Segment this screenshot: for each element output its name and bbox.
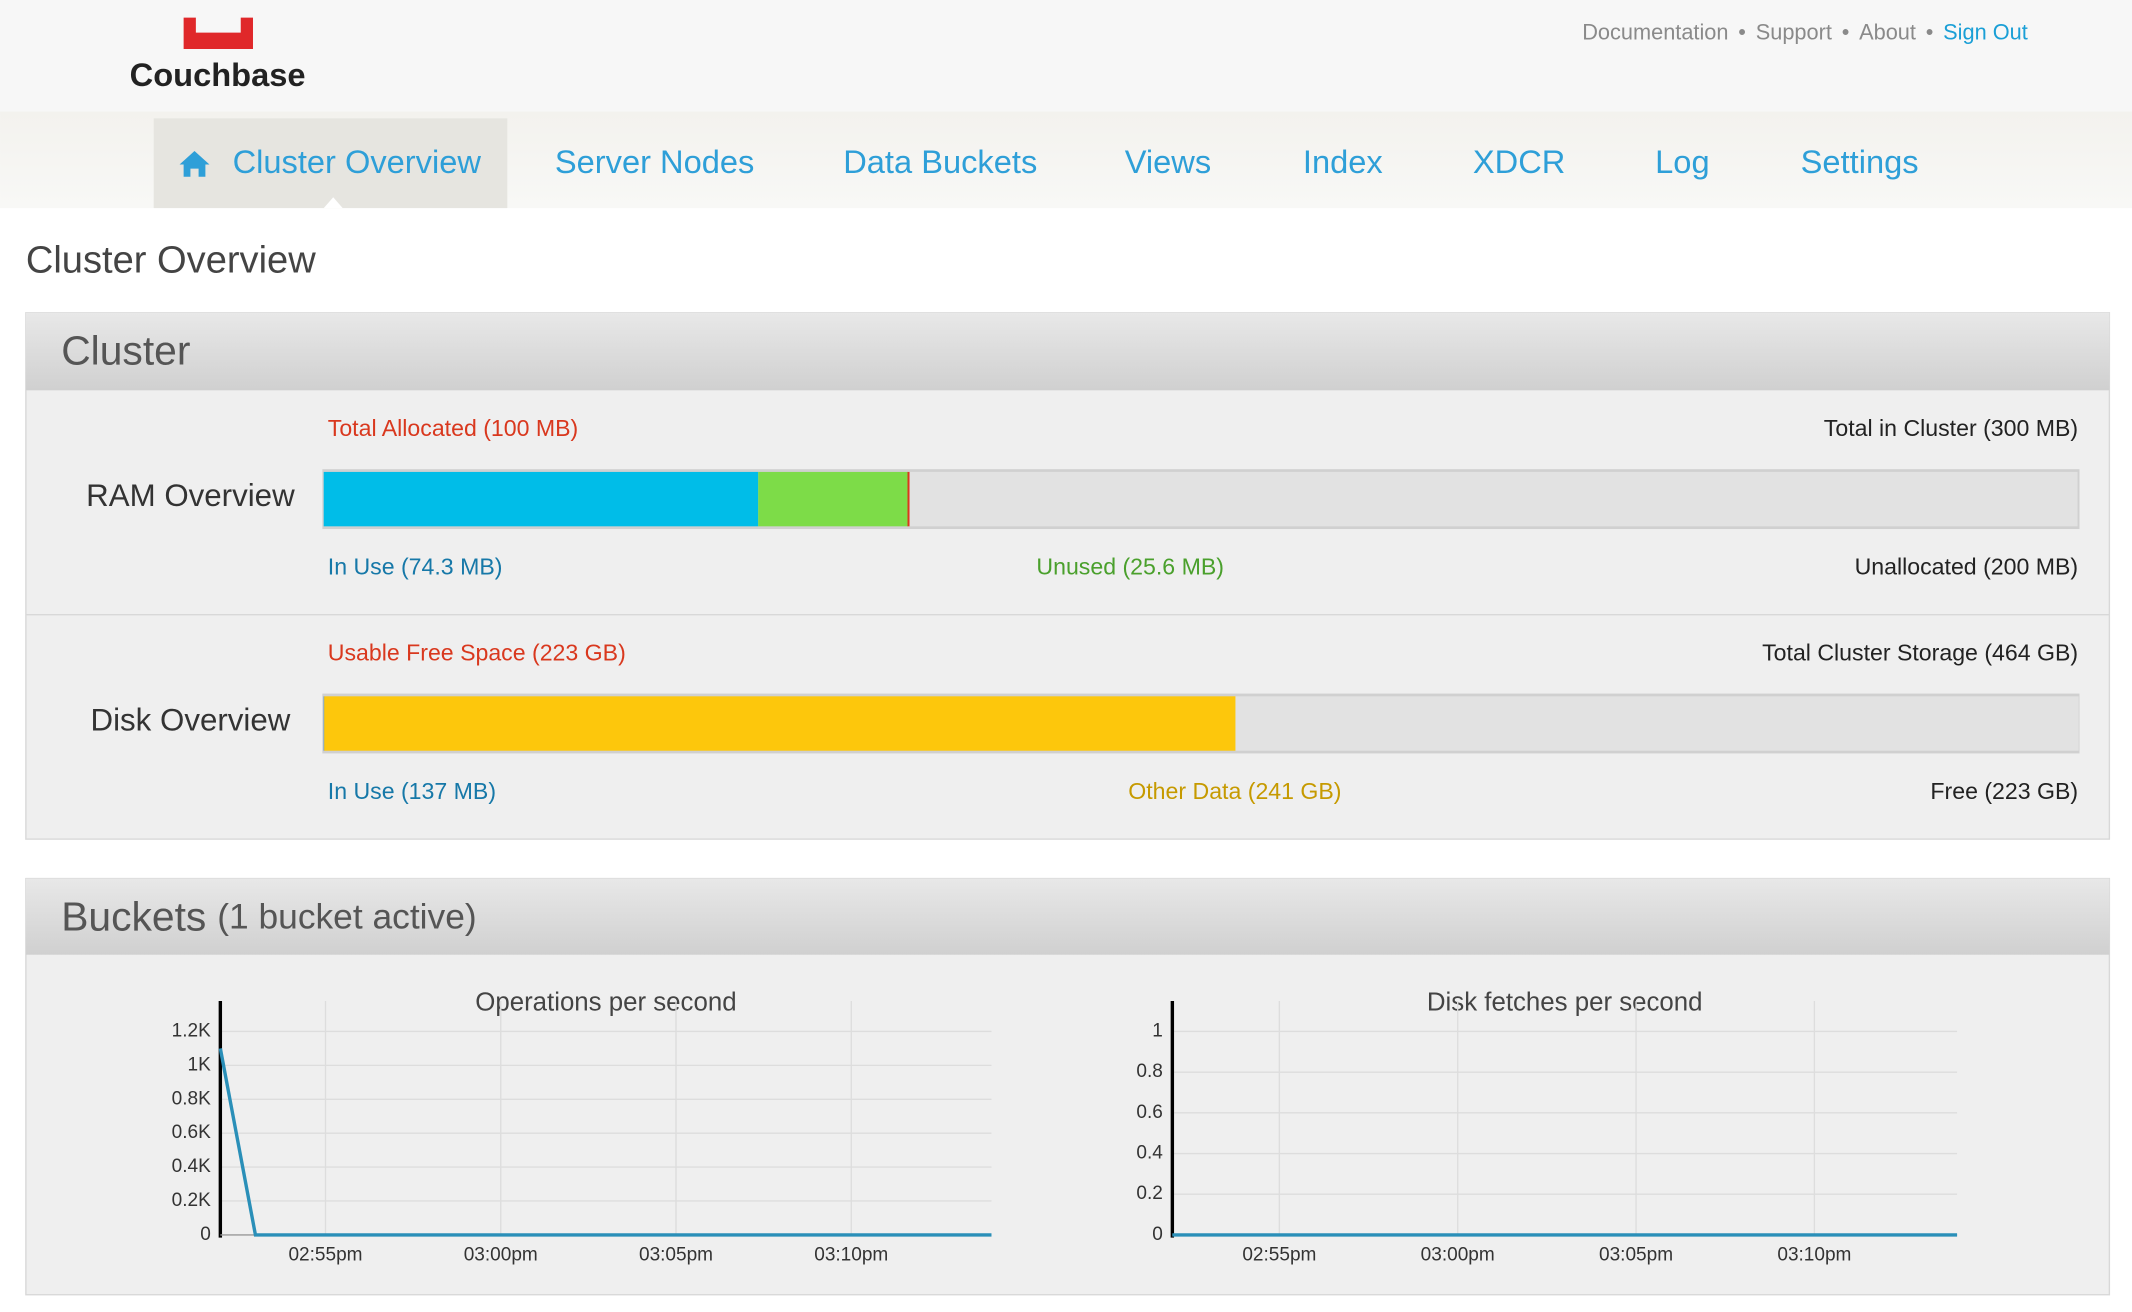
x-tick-label: 03:10pm bbox=[814, 1244, 888, 1265]
y-tick-label: 0.8K bbox=[172, 1088, 211, 1109]
nav-item[interactable]: Data Buckets bbox=[843, 143, 1037, 180]
separator: • bbox=[1842, 20, 1850, 45]
segment-label: In Use (137 MB) bbox=[328, 778, 496, 804]
bar-segment bbox=[907, 471, 2078, 527]
y-tick-label: 0.2K bbox=[172, 1190, 211, 1211]
top-right-label: Total in Cluster (300 MB) bbox=[1824, 415, 2078, 441]
page-title: Cluster Overview bbox=[26, 240, 316, 282]
buckets-title: Buckets (1 bucket active) bbox=[61, 893, 476, 939]
top-left-label: Total Allocated (100 MB) bbox=[328, 415, 578, 441]
nav-item[interactable]: Server Nodes bbox=[555, 143, 754, 180]
y-tick-label: 1K bbox=[188, 1054, 212, 1075]
nav-item[interactable]: Cluster Overview bbox=[233, 143, 482, 180]
nav-item[interactable]: Settings bbox=[1801, 143, 1919, 180]
bar-segment bbox=[758, 471, 908, 527]
y-tick-label: 0 bbox=[1152, 1224, 1163, 1245]
separator: • bbox=[1738, 20, 1746, 45]
bar-segment bbox=[323, 471, 759, 527]
header-link[interactable]: Documentation bbox=[1582, 20, 1728, 45]
y-tick-label: 0 bbox=[200, 1224, 211, 1245]
tab-pointer bbox=[323, 197, 343, 209]
segment-label: Unused (25.6 MB) bbox=[1036, 554, 1224, 580]
x-tick-label: 03:10pm bbox=[1777, 1244, 1851, 1265]
y-tick-label: 1 bbox=[1152, 1021, 1163, 1042]
buckets-header bbox=[25, 878, 2110, 955]
nav-item[interactable]: XDCR bbox=[1473, 143, 1565, 180]
buckets-subtitle: (1 bucket active) bbox=[217, 898, 476, 937]
y-tick-label: 1.2K bbox=[172, 1021, 211, 1042]
cluster-header bbox=[25, 312, 2110, 391]
home-icon bbox=[179, 150, 210, 177]
x-tick-label: 03:05pm bbox=[639, 1244, 713, 1265]
bar-segment bbox=[1235, 696, 2079, 751]
chart-title: Disk fetches per second bbox=[1427, 989, 1703, 1017]
bar-segment bbox=[324, 696, 1236, 751]
y-tick-label: 0.8 bbox=[1136, 1061, 1162, 1082]
segment-label: In Use (74.3 MB) bbox=[328, 554, 503, 580]
top-left-label: Usable Free Space (223 GB) bbox=[328, 639, 626, 665]
series-line bbox=[218, 1048, 992, 1237]
header-link[interactable]: About bbox=[1859, 20, 1916, 45]
x-tick-label: 03:00pm bbox=[464, 1244, 538, 1265]
x-tick-label: 02:55pm bbox=[1242, 1244, 1316, 1265]
top-right-label: Total Cluster Storage (464 GB) bbox=[1762, 639, 2078, 665]
buckets-title-main: Buckets bbox=[61, 893, 206, 939]
x-tick-label: 03:00pm bbox=[1421, 1244, 1495, 1265]
y-tick-label: 0.4K bbox=[172, 1156, 211, 1177]
y-tick-label: 0.2 bbox=[1136, 1183, 1162, 1204]
segment-label: Unallocated (200 MB) bbox=[1855, 554, 2079, 580]
bar-segment bbox=[323, 696, 325, 751]
header-link[interactable]: Support bbox=[1756, 20, 1832, 45]
active-tab bbox=[153, 118, 508, 209]
chart-title: Operations per second bbox=[475, 989, 736, 1017]
header-link[interactable]: Sign Out bbox=[1943, 20, 2028, 45]
separator: • bbox=[1926, 20, 1934, 45]
logo-text: Couchbase bbox=[130, 56, 306, 93]
header-bg bbox=[0, 0, 2132, 112]
x-tick-label: 03:05pm bbox=[1599, 1244, 1673, 1265]
nav-item[interactable]: Log bbox=[1655, 143, 1709, 180]
nav-item[interactable]: Index bbox=[1303, 143, 1383, 180]
segment-label: Free (223 GB) bbox=[1930, 778, 2078, 804]
y-tick-label: 0.4 bbox=[1136, 1143, 1163, 1164]
row-label: RAM Overview bbox=[86, 478, 295, 513]
cluster-title: Cluster bbox=[61, 327, 190, 373]
y-tick-label: 0.6K bbox=[172, 1122, 211, 1143]
nav-item[interactable]: Views bbox=[1125, 143, 1211, 180]
row-label: Disk Overview bbox=[91, 702, 291, 737]
y-tick-label: 0.6 bbox=[1136, 1102, 1162, 1123]
segment-label: Other Data (241 GB) bbox=[1128, 778, 1341, 804]
x-tick-label: 02:55pm bbox=[288, 1244, 362, 1265]
logo-icon bbox=[183, 17, 253, 49]
